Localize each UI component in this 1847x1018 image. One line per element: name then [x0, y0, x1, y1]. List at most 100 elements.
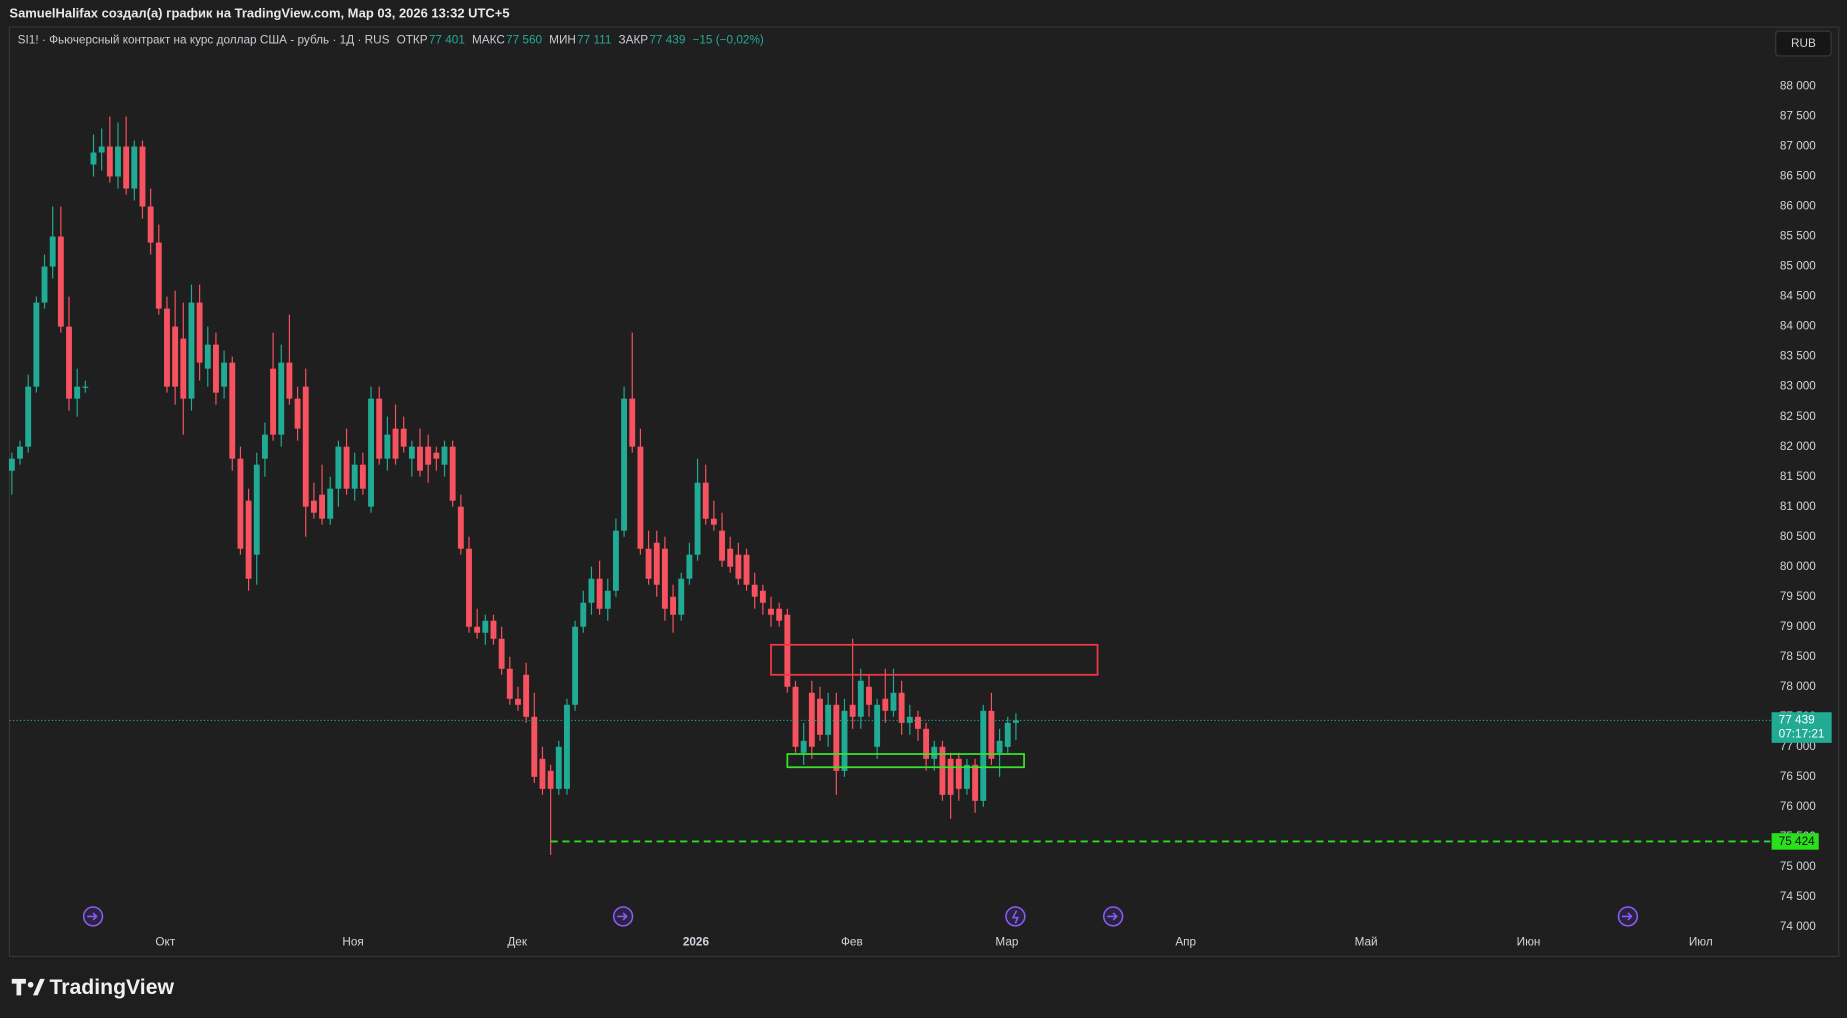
candle-body: [90, 152, 97, 165]
field-value: 77 560: [506, 34, 543, 48]
candle-body: [131, 146, 138, 189]
candle-body: [653, 542, 660, 585]
candle-body: [849, 704, 856, 717]
candle-body: [164, 308, 170, 387]
candle-body: [180, 338, 187, 399]
candle-body: [833, 704, 840, 771]
candle-body: [670, 596, 677, 615]
candle-body: [139, 146, 146, 207]
field-label: МАКС: [471, 34, 505, 48]
candle-body: [351, 464, 358, 489]
credit: SamuelHalifax создал(а) график на Tradin…: [9, 7, 510, 22]
candle-body: [417, 446, 423, 471]
candle-body: [392, 428, 399, 459]
candle-body: [523, 674, 530, 717]
candle-body: [776, 608, 783, 621]
candle-body: [539, 758, 546, 789]
candle-body: [8, 458, 15, 471]
candle-body: [792, 686, 799, 747]
candle-body: [621, 398, 628, 531]
candle-body: [384, 434, 391, 459]
y-tick-label: 83 500: [1780, 350, 1816, 363]
candle-body: [857, 680, 864, 717]
candle-body: [580, 602, 587, 627]
y-tick-label: 83 000: [1780, 380, 1816, 393]
x-tick-label: Мар: [995, 935, 1018, 948]
candle-body: [923, 728, 930, 759]
candle-body: [327, 488, 334, 519]
candle-body: [441, 446, 448, 465]
candle-body: [343, 446, 350, 489]
candle-body: [245, 500, 252, 579]
candle-body: [972, 764, 979, 801]
last-price-box: [1771, 712, 1832, 743]
candle-body: [490, 620, 497, 639]
candle-body: [1004, 722, 1011, 747]
field-label: ЗАКР: [618, 34, 649, 48]
candle-body: [196, 302, 203, 363]
candle-body: [515, 698, 521, 705]
candle-body: [17, 446, 23, 459]
candle-body: [645, 548, 652, 579]
candle-body: [294, 398, 301, 429]
candle-body: [286, 362, 293, 399]
candle-body: [531, 716, 538, 777]
field-label: ОТКР: [396, 34, 428, 48]
candle-body: [866, 686, 872, 705]
candle-body: [376, 398, 383, 459]
candle-body: [955, 758, 962, 789]
candle-body: [572, 626, 579, 705]
y-tick-label: 88 000: [1780, 80, 1816, 93]
candle-body: [66, 326, 72, 399]
candle-body: [57, 236, 64, 327]
level-label: 75 424: [1779, 835, 1815, 848]
y-tick-label: 77 000: [1780, 740, 1816, 753]
candle-body: [980, 710, 987, 801]
candle-body: [115, 146, 121, 177]
field-value: 77 439: [649, 34, 686, 48]
candle-body: [106, 146, 113, 177]
candle-body: [172, 326, 179, 387]
candle-body: [906, 716, 913, 723]
candle-body: [710, 518, 717, 525]
level-label-box: [1771, 833, 1819, 850]
candle-body: [874, 704, 881, 747]
candle-body: [784, 614, 791, 687]
y-tick-label: 76 500: [1780, 770, 1816, 783]
candle-body: [319, 494, 326, 519]
x-tick-label: Фев: [841, 935, 863, 948]
legend: SI1! · Фьючерсный контракт на курс долла…: [18, 34, 771, 47]
candle-body: [335, 446, 342, 489]
candle-body: [261, 434, 268, 459]
field-value: 77 401: [428, 34, 465, 48]
y-tick-label: 82 000: [1780, 440, 1816, 453]
event-icons: [82, 906, 1639, 927]
candle-body: [588, 578, 595, 603]
y-tick-label: 78 000: [1780, 680, 1816, 693]
y-tick-label: 84 000: [1780, 320, 1816, 333]
candle-body: [25, 386, 32, 447]
candle-body: [637, 446, 644, 549]
candle-body: [719, 530, 725, 561]
candle-body: [270, 368, 277, 435]
candle-body: [368, 398, 374, 507]
y-tick-label: 76 000: [1780, 800, 1816, 813]
candle-body: [825, 704, 832, 735]
currency-button[interactable]: RUB: [1775, 30, 1832, 57]
candle-body: [915, 716, 921, 729]
candle-body: [229, 362, 236, 459]
y-tick-label: 80 500: [1780, 530, 1816, 543]
y-tick-label: 85 000: [1780, 260, 1816, 273]
candle-body: [808, 692, 815, 747]
candle-body: [74, 386, 81, 399]
candle-body: [253, 464, 260, 555]
candle-body: [768, 608, 774, 615]
candle-body: [996, 740, 1003, 753]
candle-body: [433, 452, 440, 459]
x-tick-label: Дек: [507, 935, 528, 948]
candle-body: [702, 482, 709, 519]
countdown: 07:17:21: [1779, 728, 1825, 741]
x-tick-label: Апр: [1175, 935, 1196, 948]
